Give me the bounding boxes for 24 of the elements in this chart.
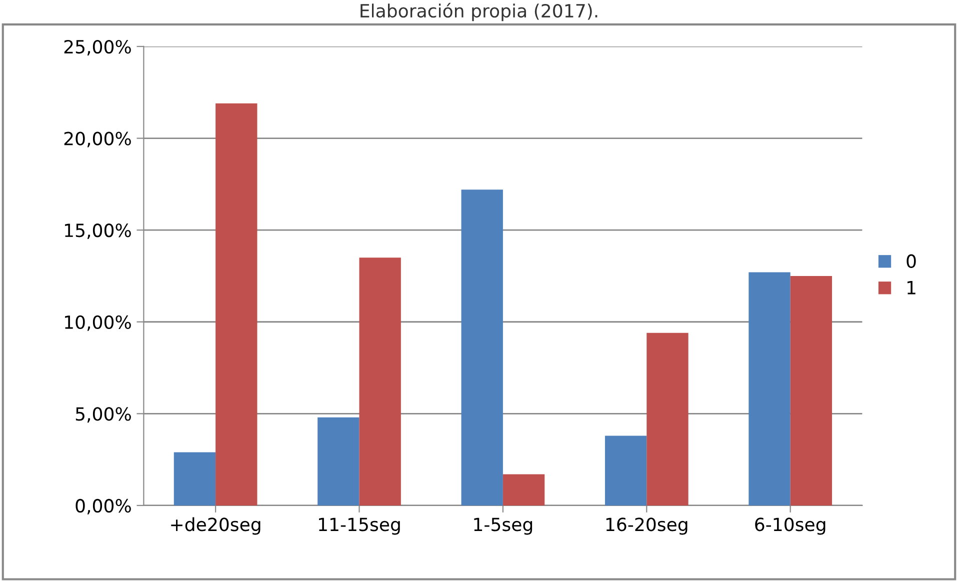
y-tick-label: 0,00% — [76, 498, 131, 514]
y-tick-label: 25,00% — [64, 40, 131, 56]
x-tick-label: 1-5seg — [474, 518, 532, 535]
bar — [790, 276, 832, 506]
bar — [461, 190, 503, 506]
y-tick-label: 10,00% — [65, 315, 131, 331]
legend-label: 0 — [906, 254, 916, 268]
y-tick-label: 20,00% — [64, 132, 131, 148]
bar — [748, 272, 790, 506]
bar — [216, 103, 258, 506]
bar — [174, 452, 216, 506]
bar — [359, 258, 401, 506]
y-tick-label: 15,00% — [65, 224, 131, 240]
x-tick-label: 6-10seg — [755, 518, 826, 535]
bar — [604, 436, 647, 506]
bar — [502, 474, 545, 506]
text: Elaboración propia (2017). — [360, 2, 598, 22]
x-tick-label: 16-20seg — [606, 518, 688, 535]
legend-label: 1 — [908, 281, 916, 294]
x-tick-label: +de20seg — [171, 517, 260, 535]
bar — [646, 332, 688, 506]
x-tick-label: 11-15seg — [319, 518, 400, 535]
y-tick-label: 5,00% — [76, 407, 131, 423]
bar — [318, 417, 360, 506]
